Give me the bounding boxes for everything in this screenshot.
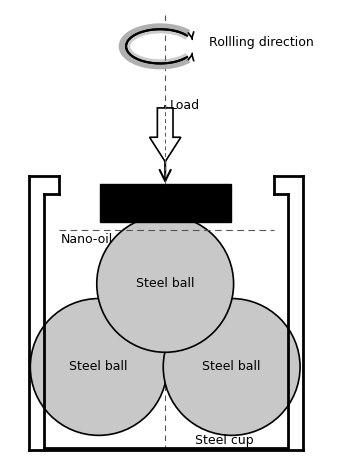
Circle shape xyxy=(163,299,300,435)
FancyArrow shape xyxy=(149,108,181,162)
Text: Steel ball: Steel ball xyxy=(202,361,261,373)
Text: Load: Load xyxy=(170,99,200,113)
Text: Steel cup: Steel cup xyxy=(195,434,253,447)
Circle shape xyxy=(97,215,234,352)
Text: Rollling direction: Rollling direction xyxy=(209,36,314,49)
Bar xyxy=(100,184,231,222)
Text: Steel ball: Steel ball xyxy=(69,361,128,373)
Text: Nano-oil: Nano-oil xyxy=(61,233,113,246)
Circle shape xyxy=(30,299,167,435)
Text: Steel ball: Steel ball xyxy=(136,277,195,290)
